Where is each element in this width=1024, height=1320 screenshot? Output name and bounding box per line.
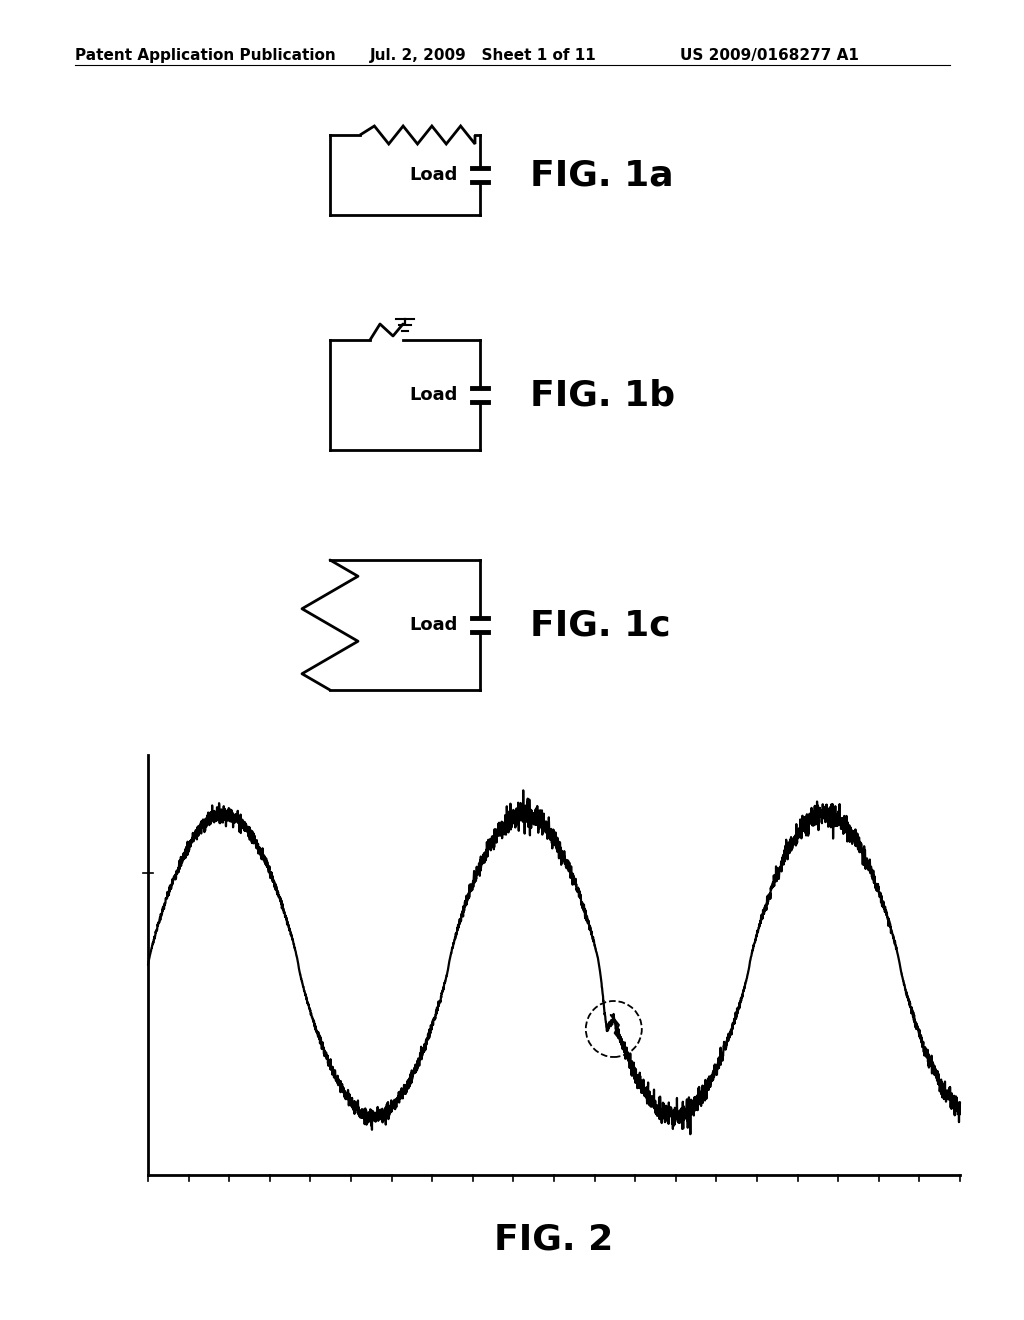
Text: FIG. 2: FIG. 2 [495,1224,613,1257]
Text: FIG. 1c: FIG. 1c [530,609,671,642]
Text: Load: Load [410,616,458,634]
Text: Load: Load [410,166,458,183]
Text: FIG. 1b: FIG. 1b [530,378,675,412]
Text: FIG. 1a: FIG. 1a [530,158,674,191]
Text: Jul. 2, 2009   Sheet 1 of 11: Jul. 2, 2009 Sheet 1 of 11 [370,48,597,63]
Text: Patent Application Publication: Patent Application Publication [75,48,336,63]
Text: US 2009/0168277 A1: US 2009/0168277 A1 [680,48,859,63]
Text: Load: Load [410,385,458,404]
